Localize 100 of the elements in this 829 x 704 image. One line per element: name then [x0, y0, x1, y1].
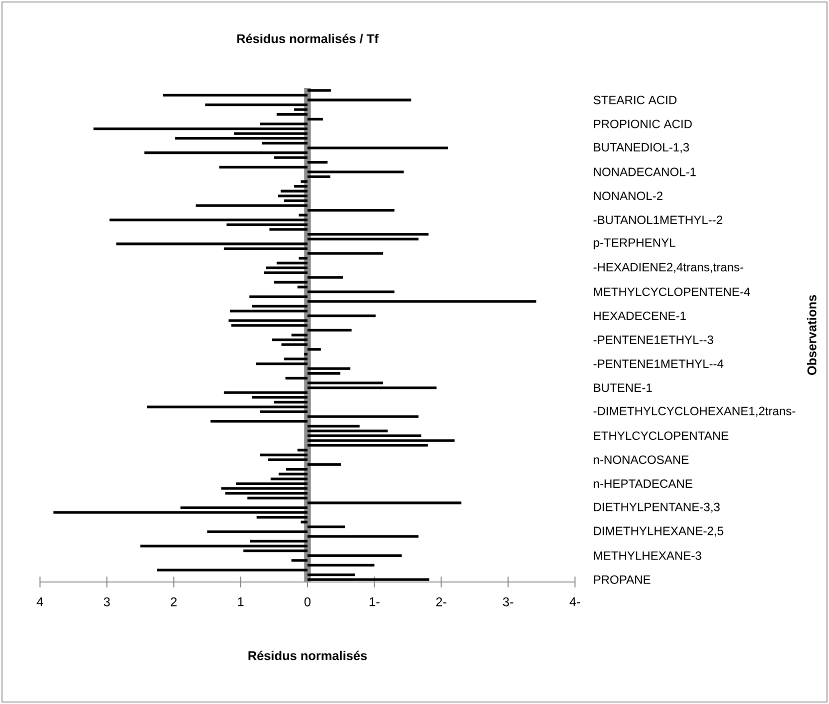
bar	[274, 156, 308, 159]
bar	[307, 98, 412, 102]
bar	[298, 256, 308, 260]
bar	[307, 170, 404, 174]
y-tick-label: -PENTENE1METHYL--4	[594, 360, 724, 368]
bar	[272, 338, 308, 342]
x-tick-label: 2-	[436, 597, 446, 606]
bar	[307, 439, 455, 442]
bar	[307, 564, 374, 567]
bar	[307, 348, 321, 351]
y-tick-label: STEARIC ACID	[594, 96, 676, 104]
chart-title: Résidus normalisés / Tf	[237, 34, 379, 44]
y-tick-label: -HEXADIENE2,4trans,trans-	[594, 262, 744, 273]
y-tick-label: BUTENE-1	[594, 384, 652, 392]
y-tick-label: NONADECANOL-1	[594, 168, 696, 176]
bar	[260, 410, 308, 414]
bar	[307, 175, 330, 178]
y-tick-label: p-TERPHENYL	[594, 238, 676, 250]
bar	[224, 391, 308, 394]
x-tick-label: 1	[238, 597, 244, 606]
y-tick-label: BUTANEDIOL-1,3	[594, 142, 689, 153]
bar	[274, 400, 308, 404]
bar	[286, 468, 308, 471]
bar	[53, 511, 308, 514]
bar	[307, 444, 428, 447]
y-tick-label: METHYLHEXANE-3	[594, 551, 702, 560]
bar	[243, 550, 308, 552]
bar	[116, 242, 308, 246]
bar	[307, 252, 384, 255]
bar	[307, 300, 536, 303]
bar	[307, 372, 340, 375]
bar	[256, 362, 308, 366]
bar	[231, 324, 308, 327]
bar	[250, 540, 308, 543]
bar	[144, 151, 308, 154]
x-tick-label: 3-	[502, 597, 514, 606]
bar	[247, 496, 308, 500]
bar	[307, 430, 388, 432]
bar	[307, 386, 437, 390]
y-tick-label: DIMETHYLHEXANE-2,5	[594, 526, 724, 537]
bar	[307, 328, 352, 332]
bar	[228, 319, 308, 322]
bar	[280, 190, 308, 192]
x-tick-label: 3	[104, 597, 110, 606]
y-tick-label: ETHYLCYCLOPENTANE	[594, 431, 728, 440]
y-tick-label: DIETHYLPENTANE-3,3	[594, 502, 720, 513]
bar	[226, 223, 308, 226]
y-tick-label: n-NONACOSANE	[594, 455, 689, 464]
bar	[307, 146, 448, 150]
bar	[307, 463, 341, 466]
bar	[157, 568, 308, 572]
bar	[307, 526, 345, 528]
bar	[140, 544, 308, 548]
y-tick-label: -BUTANOL1METHYL--2	[594, 216, 722, 224]
y-tick-label: NONANOL-2	[594, 192, 662, 200]
bar	[264, 271, 308, 274]
bar	[307, 276, 343, 279]
bar	[307, 382, 384, 384]
bar	[307, 290, 394, 294]
bar	[236, 482, 308, 485]
bar	[297, 448, 308, 452]
bar	[307, 232, 429, 236]
bar	[294, 185, 308, 188]
bar	[284, 199, 308, 202]
bar	[307, 415, 419, 418]
bar	[180, 506, 308, 509]
bar	[297, 286, 308, 288]
bar	[234, 132, 308, 135]
y-tick-label: PROPIONIC ACID	[594, 120, 692, 128]
bar	[256, 516, 308, 519]
bar	[266, 266, 308, 270]
bar	[307, 424, 360, 428]
bar	[270, 478, 308, 480]
bar	[307, 89, 331, 92]
y-tick-label: PROPANE	[594, 575, 650, 584]
x-tick-label: 2	[170, 597, 177, 606]
bar	[300, 520, 308, 524]
bar	[307, 314, 376, 318]
bar	[146, 406, 308, 408]
bar	[268, 458, 308, 462]
bar	[307, 434, 422, 438]
bar	[307, 535, 419, 538]
bar	[307, 573, 355, 576]
bar	[291, 334, 308, 336]
bar	[269, 228, 308, 231]
bar	[307, 554, 402, 557]
y-tick-label: -PENTENE1ETHYL--3	[594, 336, 714, 344]
x-tick-label: 1-	[370, 597, 380, 606]
y-tick-label: -DIMETHYLCYCLOHEXANE1,2trans-	[594, 406, 796, 417]
bar	[278, 194, 308, 198]
x-tick-label: 4	[36, 597, 44, 606]
bar	[93, 127, 308, 130]
bar	[300, 180, 308, 183]
y-axis-title: Observations	[807, 295, 816, 375]
bar	[210, 420, 308, 423]
bar	[249, 295, 308, 298]
y-tick-label: HEXADECENE-1	[594, 312, 686, 320]
bar	[196, 204, 308, 207]
bar	[291, 559, 308, 562]
bar	[224, 247, 308, 250]
